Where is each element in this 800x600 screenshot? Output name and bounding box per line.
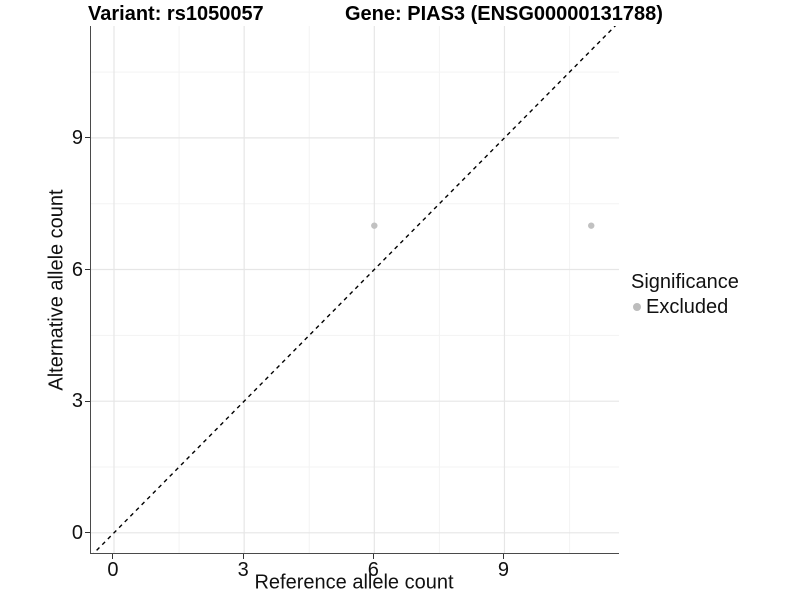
legend: Significance Excluded — [631, 271, 739, 318]
identity-line — [93, 26, 617, 553]
y-axis-title: Alternative allele count — [45, 189, 68, 391]
y-tick-mark — [85, 269, 90, 271]
y-tick-label: 3 — [71, 390, 83, 413]
data-point — [588, 222, 595, 229]
x-tick-label: 3 — [237, 559, 249, 581]
x-tick-label: 6 — [367, 559, 379, 581]
y-tick-label: 0 — [71, 521, 83, 544]
y-tick-label: 9 — [71, 126, 83, 149]
x-tick-mark — [502, 554, 504, 559]
x-axis-title: Reference allele count — [254, 571, 454, 594]
y-tick-mark — [85, 400, 90, 402]
scatter-plot-area — [91, 26, 619, 553]
x-tick-mark — [242, 554, 244, 559]
y-tick-mark — [85, 532, 90, 534]
y-tick-mark — [85, 137, 90, 139]
plot-panel — [90, 26, 619, 554]
legend-item-label: Excluded — [646, 296, 729, 318]
plot-title-gene: Gene: PIAS3 (ENSG00000131788) — [345, 3, 663, 25]
x-tick-label: 0 — [107, 559, 119, 581]
legend-point-icon — [633, 303, 641, 311]
x-tick-label: 9 — [497, 559, 510, 581]
legend-title: Significance — [631, 271, 739, 293]
data-point — [371, 222, 378, 229]
legend-item-excluded: Excluded — [631, 296, 739, 318]
x-tick-mark — [372, 554, 374, 559]
y-tick-label: 6 — [71, 258, 83, 281]
x-tick-mark — [112, 554, 114, 559]
plot-title-variant: Variant: rs1050057 — [88, 3, 264, 25]
